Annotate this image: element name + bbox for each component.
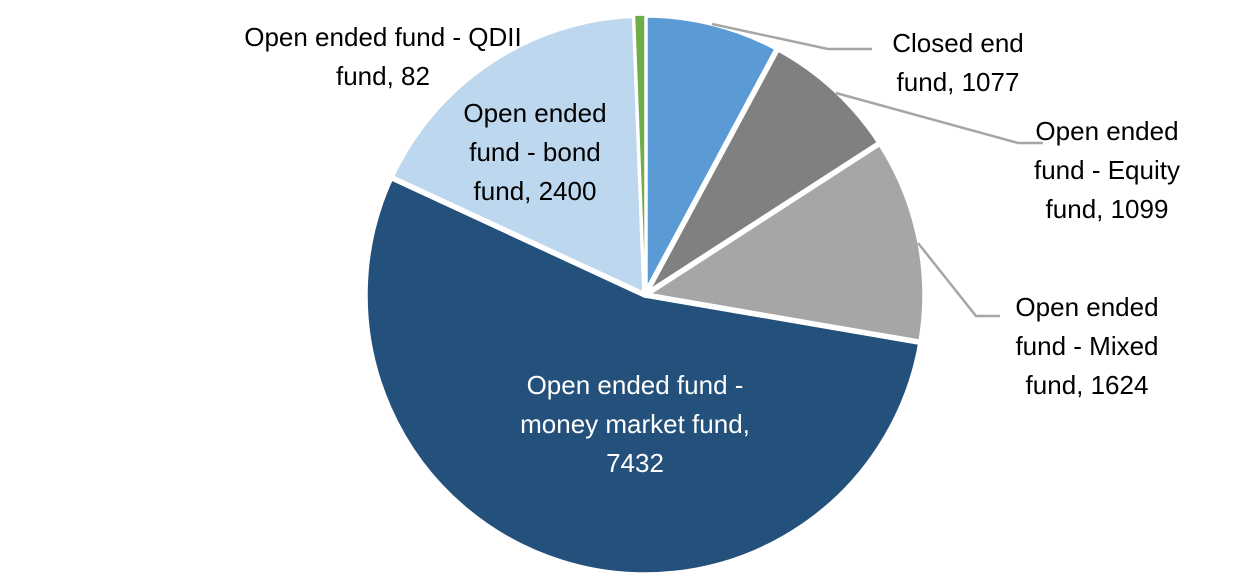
- leader-line-0: [711, 22, 872, 51]
- slice-label-equity-fund: Open ended fund - Equity fund, 1099: [1034, 116, 1180, 224]
- slice-label-closed-end-fund: Closed end fund, 1077: [892, 28, 1024, 97]
- pie-slice-3: [362, 174, 924, 578]
- leader-line-2: [917, 242, 1000, 318]
- pie-slice-4: [388, 12, 648, 298]
- pie-slice-1: [642, 45, 883, 298]
- pie-slice-5: [633, 14, 646, 296]
- slice-label-qdii-fund: Open ended fund - QDII fund, 82: [244, 22, 522, 91]
- slice-label-bond-fund: Open ended fund - bond fund, 2400: [463, 98, 607, 206]
- slice-label-money-market-fund: Open ended fund - money market fund, 743…: [520, 370, 750, 478]
- pie-slice-2: [642, 140, 928, 346]
- leader-line-1: [835, 91, 1043, 145]
- slice-label-mixed-fund: Open ended fund - Mixed fund, 1624: [1015, 292, 1159, 400]
